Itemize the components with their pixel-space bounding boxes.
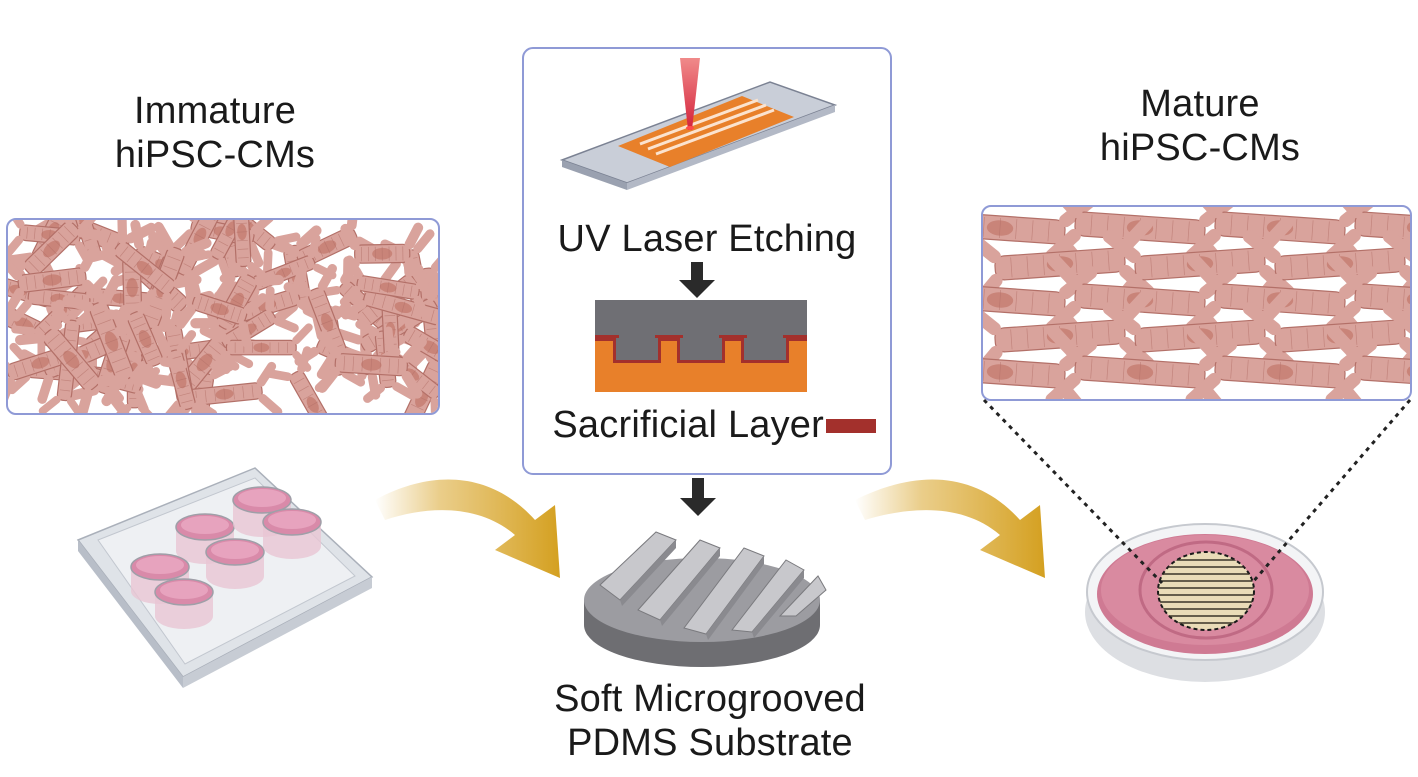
immature-cell [172,270,268,348]
microgrooved-substrate-icon [584,531,827,667]
curved-arrow-icon [375,479,560,578]
random-cell-cluster [8,220,438,413]
mature-cell [1325,325,1410,399]
laser-beam-icon [680,58,700,130]
aligned-cell-cluster [983,207,1410,399]
glass-slide-icon [559,81,838,190]
mature-title-line1: Mature [1140,83,1260,125]
down-arrow-icon [680,478,716,516]
immature-title: Immature hiPSC-CMs [70,89,360,177]
mature-title-line2: hiPSC-CMs [1099,127,1301,169]
sacrificial-layer-swatch [826,419,876,433]
immature-cell [103,289,188,388]
substrate-title-line1: Soft Microgrooved [554,678,866,720]
immature-cell [317,330,427,399]
well-icon [232,486,292,537]
immature-title-line2: hiPSC-CMs [114,134,316,176]
immature-cell [15,299,129,413]
uv-laser-etching-label: UV Laser Etching [557,218,857,260]
well-plate-icon [76,467,374,688]
fabrication-panel [522,47,892,475]
mature-cells-panel [981,205,1412,401]
well-icon [262,508,322,559]
well-icon [205,538,265,589]
immature-cells-panel [6,218,440,415]
immature-cell [340,222,426,285]
immature-title-line1: Immature [133,90,297,132]
immature-cell [8,245,106,315]
down-arrow-icon [679,262,715,298]
mature-title: Mature hiPSC-CMs [1055,82,1345,170]
well-icon [154,578,214,629]
substrate-title-line2: PDMS Substrate [567,722,853,764]
immature-cell [219,220,270,283]
petri-dish-icon [1085,523,1325,682]
cross-section-icon [595,300,807,392]
zoom-lines [982,398,1412,585]
curved-arrow-icon [855,479,1045,578]
sacrificial-layer-label: Sacrificial Layer [552,404,824,446]
substrate-title: Soft Microgrooved PDMS Substrate [520,677,900,765]
